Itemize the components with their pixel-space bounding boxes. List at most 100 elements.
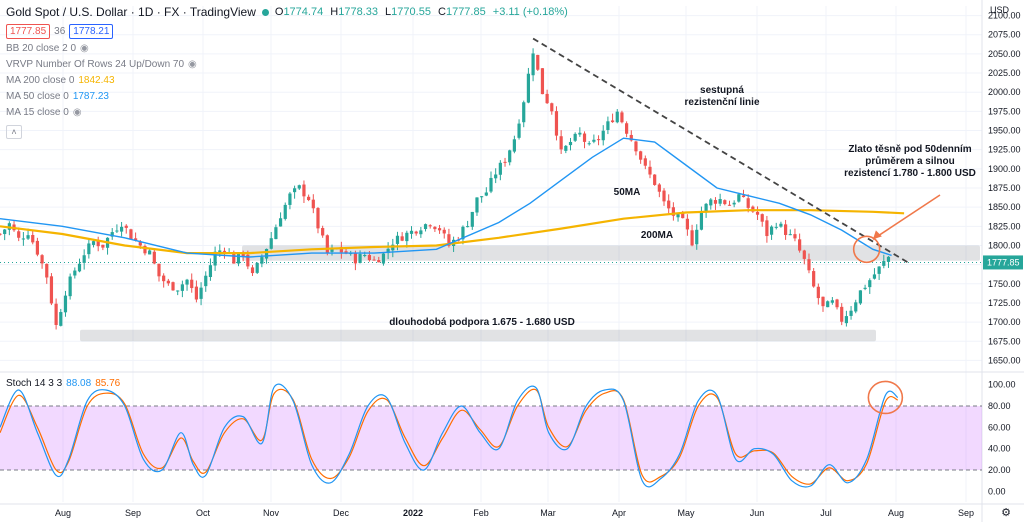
candle-body: [31, 235, 35, 243]
candle-body: [480, 196, 484, 198]
stoch-tick-label: 100.00: [988, 380, 1016, 390]
annotation-support: dlouhodobá podpora 1.675 - 1.680 USD: [389, 317, 575, 328]
candle-body: [769, 226, 774, 235]
candle-body: [737, 194, 741, 202]
candle-body: [489, 177, 493, 192]
open-value: 1774.74: [283, 6, 324, 18]
last-price-tag-label: 1777.85: [987, 257, 1020, 267]
candle-body: [278, 218, 283, 227]
candle-body: [339, 246, 343, 253]
candle-body: [592, 139, 596, 142]
candle-body: [634, 141, 638, 152]
candle-body: [760, 214, 764, 222]
stoch-tick-label: 60.00: [988, 422, 1011, 432]
candle-body: [82, 255, 86, 263]
x-tick-label: Aug: [888, 508, 904, 518]
candle-body: [316, 208, 320, 229]
collapse-legend-icon[interactable]: ˄: [6, 125, 22, 139]
candle-body: [428, 225, 432, 227]
candle-body: [423, 224, 428, 230]
candle-body: [718, 198, 722, 204]
candle-body: [363, 255, 367, 257]
candle-body: [87, 243, 91, 255]
stoch-d-value: 85.76: [95, 378, 121, 389]
candle-body: [49, 276, 54, 304]
x-tick-label: Mar: [540, 508, 556, 518]
candle-body: [826, 301, 830, 308]
candle-body: [498, 162, 502, 175]
candle-body: [409, 230, 414, 234]
candle-body: [222, 250, 227, 252]
annotation-ma200: 200MA: [641, 230, 673, 241]
eye-icon[interactable]: ◉: [72, 107, 82, 118]
candle-body: [676, 214, 680, 218]
candle-body: [405, 232, 409, 242]
candle-body: [204, 275, 208, 287]
candle-body: [255, 262, 259, 273]
stoch-label: Stoch 14 3 3: [6, 378, 63, 389]
candle-body: [307, 196, 311, 201]
stoch-legend: Stoch 14 3 3 88.08 85.76: [6, 378, 120, 389]
price-tick-label: 1850.00: [988, 202, 1021, 212]
candle-body: [466, 226, 470, 228]
candle-body: [260, 257, 264, 264]
eye-icon[interactable]: ◉: [188, 59, 197, 70]
candle-body: [321, 228, 325, 236]
high-label: H: [330, 6, 339, 18]
indicator-ma50[interactable]: MA 50 close 0 1787.23: [6, 90, 572, 103]
indicator-vrvp[interactable]: VRVP Number Of Rows 24 Up/Down 70 ◉: [6, 58, 572, 71]
candle-body: [96, 241, 100, 247]
candle-body: [858, 290, 863, 304]
candle-body: [250, 267, 255, 274]
price-tick-label: 1950.00: [988, 126, 1021, 136]
candle-body: [681, 212, 685, 219]
candle-body: [886, 256, 891, 262]
candle-body: [713, 200, 718, 204]
candle-body: [844, 316, 848, 324]
candle-body: [807, 259, 811, 271]
candle-body: [461, 226, 465, 240]
candle-body: [110, 232, 114, 237]
candle-body: [830, 300, 834, 303]
currency-label: USD: [990, 5, 1010, 15]
candle-body: [540, 68, 545, 95]
candle-body: [601, 130, 605, 141]
candle-body: [610, 120, 615, 123]
x-tick-label: Jun: [750, 508, 765, 518]
candle-body: [741, 195, 746, 198]
candle-body: [21, 238, 25, 240]
sell-price-button[interactable]: 1777.85: [6, 23, 51, 39]
indicator-bb[interactable]: BB 20 close 2 0 ◉: [6, 42, 572, 55]
stoch-tick-label: 20.00: [988, 465, 1011, 475]
candle-body: [648, 166, 652, 175]
indicator-ma200[interactable]: MA 200 close 0 1842.43: [6, 74, 572, 87]
candle-body: [788, 234, 792, 236]
price-tick-label: 2075.00: [988, 30, 1021, 40]
eye-icon[interactable]: ◉: [80, 43, 89, 54]
price-tick-label: 1825.00: [988, 221, 1021, 231]
x-tick-label: Jul: [820, 508, 832, 518]
ma200-line: [0, 209, 905, 255]
candle-body: [536, 54, 540, 70]
buy-price-button[interactable]: 1778.21: [69, 23, 114, 39]
candle-body: [615, 111, 619, 123]
indicator-label: BB 20 close 2 0: [6, 43, 77, 54]
candle-body: [639, 151, 643, 160]
candle-body: [699, 211, 704, 230]
candle-body: [629, 134, 633, 141]
callout-circle: [852, 235, 881, 264]
annotation-resistance-line: rezistenční linie: [684, 97, 759, 108]
symbol-title[interactable]: Gold Spot / U.S. Dollar · 1D · FX · Trad…: [6, 5, 256, 19]
indicator-label: MA 200 close 0: [6, 75, 75, 86]
change-value: +3.11 (+0.18%): [492, 6, 568, 18]
price-tick-label: 1750.00: [988, 279, 1021, 289]
candle-body: [54, 303, 58, 325]
annotation-callout: Zlato těsně pod 50denním: [848, 144, 971, 155]
x-tick-label: Feb: [473, 508, 489, 518]
candle-body: [358, 254, 362, 264]
candle-body: [148, 250, 152, 255]
candle-body: [774, 226, 778, 228]
candle-body: [494, 174, 498, 179]
indicator-ma15[interactable]: MA 15 close 0 ◉: [6, 106, 572, 119]
